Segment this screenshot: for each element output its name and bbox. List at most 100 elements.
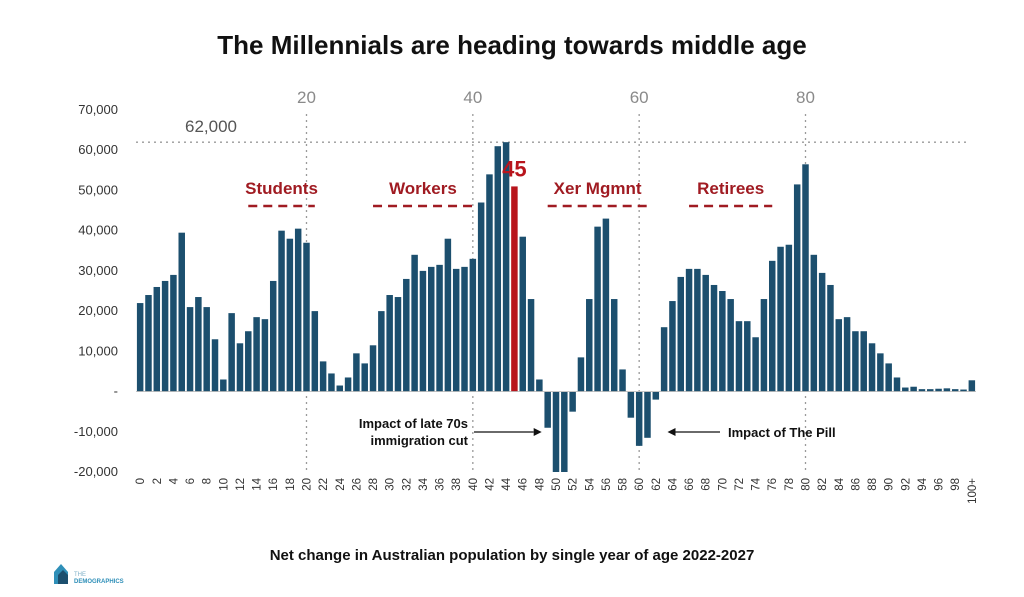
bar-age-71 [727, 299, 734, 392]
bar-age-27 [361, 363, 368, 392]
bar-age-80 [802, 164, 809, 392]
x-tick-label: 2 [152, 478, 164, 484]
reference-lines: 62,000 20 40 60 80 [136, 88, 968, 470]
bar-age-76 [768, 260, 776, 392]
bar-age-83 [827, 284, 834, 392]
bar-age-96 [935, 388, 942, 392]
group-label-workers: Workers [389, 179, 457, 198]
bar-age-17 [278, 230, 285, 392]
group-label-retirees: Retirees [697, 179, 764, 198]
x-tick-label: 86 [850, 478, 862, 491]
bar-age-54 [586, 299, 593, 392]
x-tick-label: 66 [684, 478, 696, 491]
annotation-text: immigration cut [370, 433, 468, 448]
bar-age-19 [294, 228, 302, 392]
bar-age-88 [868, 343, 876, 392]
bar-age-37 [444, 238, 452, 392]
x-tick-label: 90 [884, 478, 896, 491]
y-tick-label: 50,000 [78, 182, 118, 197]
bar-age-52 [569, 391, 576, 412]
bar-age-50 [552, 391, 560, 472]
bar-age-2 [153, 286, 161, 392]
bar-age-65 [677, 276, 684, 392]
bar-age-39 [461, 266, 468, 392]
bar-age-98 [951, 389, 959, 392]
bar-age-49 [544, 391, 551, 428]
x-tick-label: 80 [801, 478, 813, 491]
x-tick-label: 28 [368, 478, 380, 491]
bar-age-89 [877, 353, 884, 392]
bar-age-51 [561, 391, 568, 472]
x-tick-label: 20 [301, 478, 313, 491]
bar-age-9 [211, 339, 219, 392]
bar-age-31 [394, 297, 402, 392]
bar-age-14 [253, 317, 260, 392]
the-demographics-logo: THE DEMOGRAPHICS [54, 564, 124, 585]
bar-age-45 [511, 186, 518, 392]
x-tick-label: 4 [168, 477, 180, 484]
x-tick-label: 16 [268, 478, 280, 491]
x-tick-label: 10 [218, 478, 230, 491]
x-tick-label: 62 [651, 478, 663, 491]
y-tick-label: - [114, 384, 118, 399]
bar-age-72 [735, 321, 743, 392]
x-tick-label: 24 [335, 477, 347, 490]
arrow-right-icon [533, 428, 542, 436]
x-tick-label: 18 [285, 478, 297, 491]
bar-age-41 [477, 202, 485, 392]
bar-age-29 [378, 311, 385, 392]
logo-mark-shade-icon [58, 570, 68, 584]
bar-age-22 [319, 361, 327, 392]
bar-age-94 [918, 389, 926, 392]
bar-age-15 [261, 319, 269, 392]
bar-age-34 [419, 270, 427, 392]
bar-age-78 [785, 244, 793, 392]
group-labels: Students Workers Xer Mgmnt Retirees [245, 179, 773, 208]
x-tick-label: 22 [318, 478, 330, 491]
x-tick-label: 26 [351, 478, 363, 491]
bar-age-59 [627, 391, 635, 418]
bar-age-60 [635, 391, 643, 446]
bar-age-73 [744, 321, 751, 392]
x-tick-label: 92 [900, 478, 912, 491]
x-tick-label: 60 [634, 478, 646, 491]
chart-subtitle: Net change in Australian population by s… [269, 547, 755, 564]
bar-age-85 [843, 317, 851, 392]
x-tick-label: 54 [584, 477, 596, 490]
x-tick-label: 48 [534, 478, 546, 491]
bar-age-8 [203, 307, 210, 392]
arrow-left-icon [667, 428, 676, 436]
bar-age-68 [702, 274, 709, 392]
age-marker-label-80: 80 [796, 88, 815, 107]
x-tick-label: 88 [867, 478, 879, 491]
bar-age-97 [943, 388, 951, 392]
bar-age-53 [577, 357, 585, 392]
chart-title: The Millennials are heading towards midd… [217, 30, 807, 60]
bar-age-30 [386, 295, 393, 392]
y-tick-label: -10,000 [74, 424, 118, 439]
x-tick-label: 70 [717, 478, 729, 491]
bar-age-32 [403, 278, 410, 392]
bar-age-90 [885, 363, 892, 392]
x-tick-label: 94 [917, 477, 929, 490]
y-tick-label: 10,000 [78, 343, 118, 358]
bar-age-57 [610, 299, 618, 392]
x-tick-label: 0 [135, 478, 147, 484]
bar-age-43 [494, 146, 502, 392]
bar-age-77 [777, 246, 784, 392]
x-tick-label: 34 [418, 477, 430, 490]
bar-age-5 [178, 232, 185, 392]
bar-age-74 [752, 337, 759, 392]
bar-age-67 [694, 268, 701, 392]
bars: 45 [136, 142, 976, 472]
bar-age-42 [486, 174, 493, 392]
x-tick-label: 32 [401, 478, 413, 491]
logo-text-bottom: DEMOGRAPHICS [74, 579, 124, 585]
y-tick-label: 20,000 [78, 303, 118, 318]
bar-age-36 [436, 264, 443, 392]
reference-value-label: 62,000 [185, 117, 237, 136]
x-tick-label: 46 [518, 478, 530, 491]
bar-age-81 [810, 254, 818, 392]
